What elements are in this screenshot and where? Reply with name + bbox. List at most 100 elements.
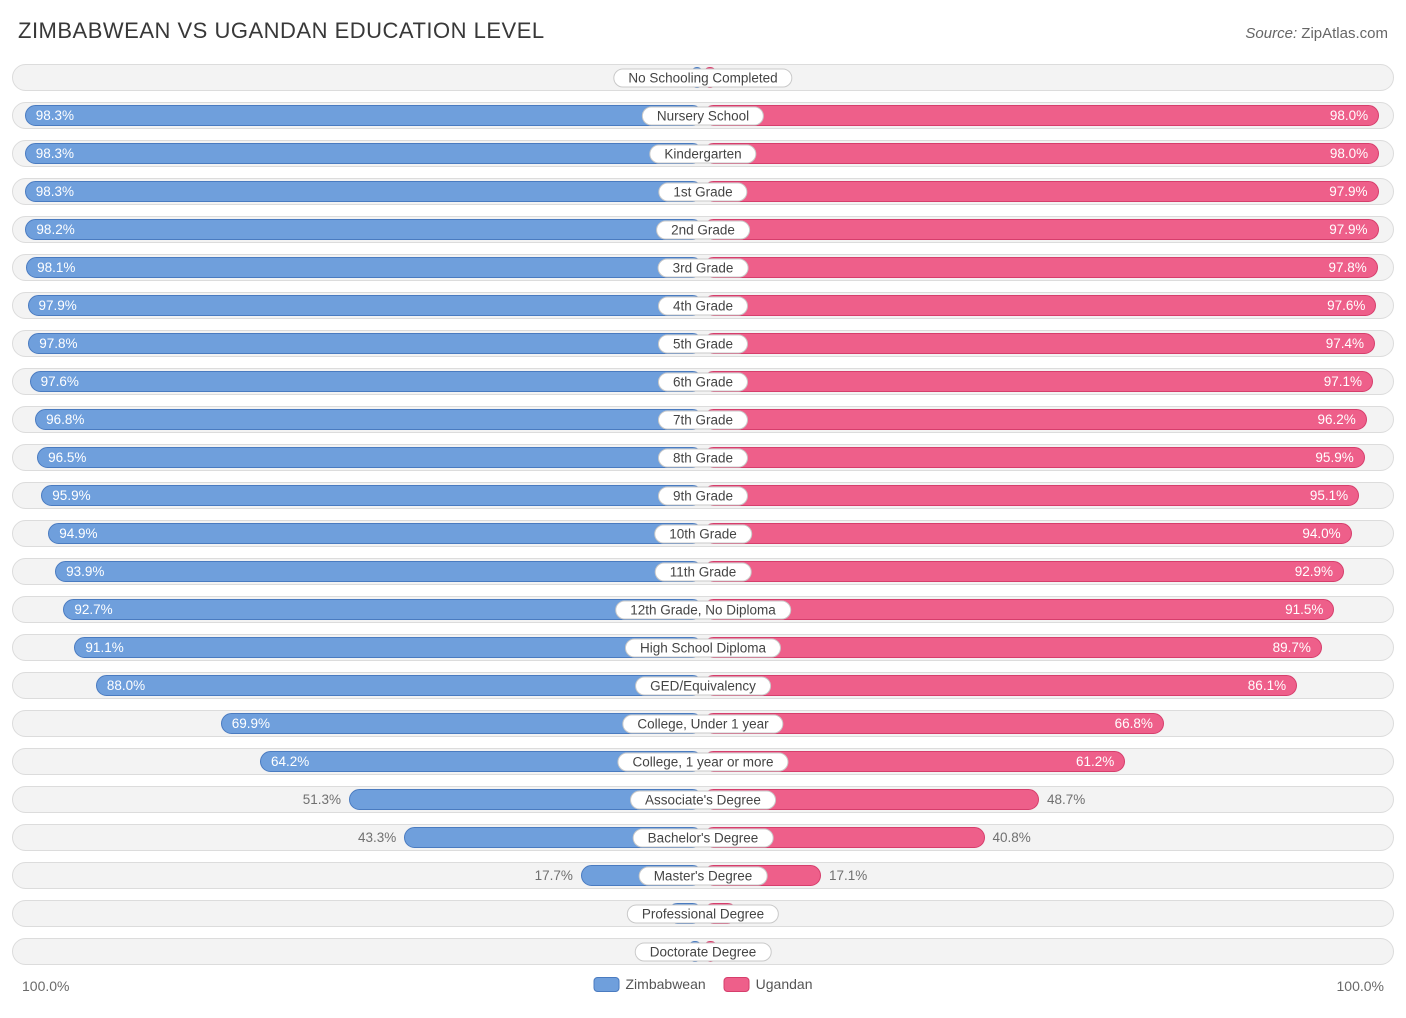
chart-row: 96.8% 96.2% 7th Grade: [12, 406, 1394, 433]
chart-row: 94.9%94.0%10th Grade: [12, 520, 1394, 547]
bar-value-right: 95.1%: [1310, 488, 1348, 503]
bar-value-left: 93.9%: [66, 564, 104, 579]
chart-header: ZIMBABWEAN VS UGANDAN EDUCATION LEVEL So…: [12, 18, 1394, 44]
bar-value-right: 40.8%: [993, 825, 1031, 850]
bar-right: 97.1%: [703, 371, 1373, 392]
row-half-right: 91.5%: [703, 597, 1393, 622]
bar-value-right: 66.8%: [1115, 716, 1153, 731]
axis-label-right: 100.0%: [1337, 978, 1384, 994]
bar-value-left: 69.9%: [232, 716, 270, 731]
category-label: 10th Grade: [654, 524, 752, 543]
chart-row: 97.8%97.4%5th Grade: [12, 330, 1394, 357]
bar-right: 97.4%: [703, 333, 1375, 354]
bar-value-right: 97.6%: [1327, 298, 1365, 313]
row-half-right: 95.1%: [703, 483, 1393, 508]
bar-value-right: 97.9%: [1329, 222, 1367, 237]
category-label: 11th Grade: [655, 562, 752, 581]
chart-row: 69.9% 66.8% College, Under 1 year: [12, 710, 1394, 737]
row-half-right: 86.1%: [703, 673, 1393, 698]
row-half-left: 43.3%: [13, 825, 703, 850]
bar-value-left: 95.9%: [52, 488, 90, 503]
row-half-left: 98.3%: [13, 141, 703, 166]
bar-right: 98.0%: [703, 143, 1379, 164]
bar-value-left: 96.8%: [46, 412, 84, 427]
row-half-right: 5.1%: [703, 901, 1393, 926]
bar-right: 97.8%: [703, 257, 1378, 278]
bar-value-left: 51.3%: [303, 787, 341, 812]
row-half-right: 40.8%: [703, 825, 1393, 850]
chart-row: 95.9% 95.1% 9th Grade: [12, 482, 1394, 509]
bar-value-right: 98.0%: [1330, 108, 1368, 123]
legend-item-right: Ugandan: [724, 976, 813, 992]
row-half-right: 89.7%: [703, 635, 1393, 660]
bar-right: 97.6%: [703, 295, 1376, 316]
bar-value-left: 17.7%: [535, 863, 573, 888]
row-half-right: 61.2%: [703, 749, 1393, 774]
chart-row: 51.3%48.7%Associate's Degree: [12, 786, 1394, 813]
row-half-left: 97.8%: [13, 331, 703, 356]
chart-source: Source: ZipAtlas.com: [1245, 25, 1388, 42]
row-half-left: 17.7%: [13, 863, 703, 888]
bar-value-right: 97.4%: [1326, 336, 1364, 351]
bar-left: 97.8%: [28, 333, 703, 354]
row-half-right: 97.1%: [703, 369, 1393, 394]
category-label: College, 1 year or more: [617, 752, 788, 771]
category-label: 4th Grade: [658, 296, 748, 315]
bar-right: 91.5%: [703, 599, 1334, 620]
row-half-left: 98.3%: [13, 179, 703, 204]
bar-value-left: 92.7%: [74, 602, 112, 617]
row-half-left: 94.9%: [13, 521, 703, 546]
bar-left: 92.7%: [63, 599, 703, 620]
row-half-left: 91.1%: [13, 635, 703, 660]
category-label: Kindergarten: [649, 144, 756, 163]
category-label: 7th Grade: [658, 410, 748, 429]
category-label: College, Under 1 year: [622, 714, 783, 733]
row-half-right: 66.8%: [703, 711, 1393, 736]
row-half-right: 97.8%: [703, 255, 1393, 280]
row-half-left: 88.0%: [13, 673, 703, 698]
bar-value-left: 98.3%: [36, 108, 74, 123]
bar-value-left: 97.6%: [41, 374, 79, 389]
bar-value-left: 43.3%: [358, 825, 396, 850]
chart-row: 1.7%2.0%No Schooling Completed: [12, 64, 1394, 91]
row-half-right: 2.0%: [703, 65, 1393, 90]
bar-left: 95.9%: [41, 485, 703, 506]
chart-row: 2.3%2.2%Doctorate Degree: [12, 938, 1394, 965]
row-half-right: 92.9%: [703, 559, 1393, 584]
bar-right: 97.9%: [703, 219, 1379, 240]
chart-row: 98.3%98.0%Kindergarten: [12, 140, 1394, 167]
legend-label-right: Ugandan: [756, 976, 813, 992]
bar-value-right: 96.2%: [1317, 412, 1355, 427]
category-label: GED/Equivalency: [635, 676, 771, 695]
row-half-right: 17.1%: [703, 863, 1393, 888]
row-half-left: 69.9%: [13, 711, 703, 736]
legend-label-left: Zimbabwean: [626, 976, 706, 992]
chart-row: 98.3%98.0%Nursery School: [12, 102, 1394, 129]
chart-row: 43.3% 40.8% Bachelor's Degree: [12, 824, 1394, 851]
bar-value-right: 92.9%: [1295, 564, 1333, 579]
bar-value-left: 98.2%: [36, 222, 74, 237]
category-label: No Schooling Completed: [613, 68, 792, 87]
bar-value-right: 86.1%: [1248, 678, 1286, 693]
chart-row: 98.3%97.9%1st Grade: [12, 178, 1394, 205]
category-label: 8th Grade: [658, 448, 748, 467]
bar-left: 96.8%: [35, 409, 703, 430]
row-half-right: 97.9%: [703, 179, 1393, 204]
category-label: Bachelor's Degree: [633, 828, 774, 847]
category-label: 6th Grade: [658, 372, 748, 391]
row-half-right: 94.0%: [703, 521, 1393, 546]
diverging-bar-chart: 1.7%2.0%No Schooling Completed98.3%98.0%…: [12, 64, 1394, 965]
category-label: Doctorate Degree: [635, 942, 772, 961]
bar-value-left: 91.1%: [85, 640, 123, 655]
row-half-left: 2.3%: [13, 939, 703, 964]
bar-value-right: 97.8%: [1329, 260, 1367, 275]
category-label: 9th Grade: [658, 486, 748, 505]
row-half-left: 93.9%: [13, 559, 703, 584]
bar-value-right: 97.9%: [1329, 184, 1367, 199]
row-half-left: 97.6%: [13, 369, 703, 394]
legend-swatch-right: [724, 977, 750, 992]
row-half-left: 98.1%: [13, 255, 703, 280]
chart-row: 88.0% 86.1% GED/Equivalency: [12, 672, 1394, 699]
chart-row: 97.6% 97.1%6th Grade: [12, 368, 1394, 395]
category-label: 3rd Grade: [658, 258, 749, 277]
